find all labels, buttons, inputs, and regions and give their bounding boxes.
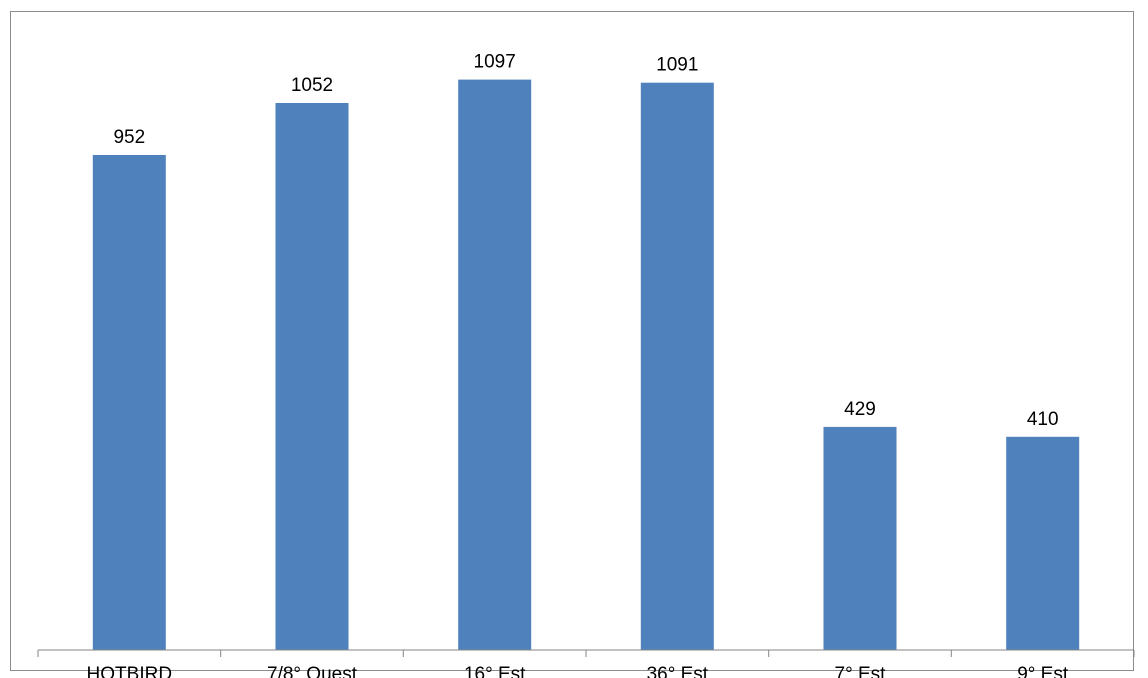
data-label: 410 <box>1027 409 1059 430</box>
bar <box>275 103 349 650</box>
data-labels-layer: 952 1052 1097 1091 429 410 <box>113 52 1058 430</box>
bar <box>823 426 897 650</box>
bar <box>1006 436 1080 650</box>
x-tick-label: HOTBIRD <box>87 664 173 678</box>
x-axis: HOTBIRD 7/8° Ouest 16° Est 36° Est 7° Est 9° … <box>37 649 1135 678</box>
bar <box>92 155 166 650</box>
bar <box>458 79 532 651</box>
bars-layer <box>92 79 1080 651</box>
data-label: 952 <box>113 127 145 148</box>
data-label: 1097 <box>474 52 516 73</box>
data-label: 1091 <box>656 55 698 76</box>
chart-frame <box>10 11 1134 671</box>
x-tick-label: 7° Est <box>835 664 887 678</box>
data-label: 429 <box>844 399 876 420</box>
bar <box>640 82 714 650</box>
x-tick-label: 16° Est <box>464 664 526 678</box>
data-label: 1052 <box>291 75 333 96</box>
x-tick-label: 36° Est <box>647 664 709 678</box>
x-tick-label: 9° Est <box>1017 664 1069 678</box>
x-tick-label: 7/8° Ouest <box>267 664 358 678</box>
